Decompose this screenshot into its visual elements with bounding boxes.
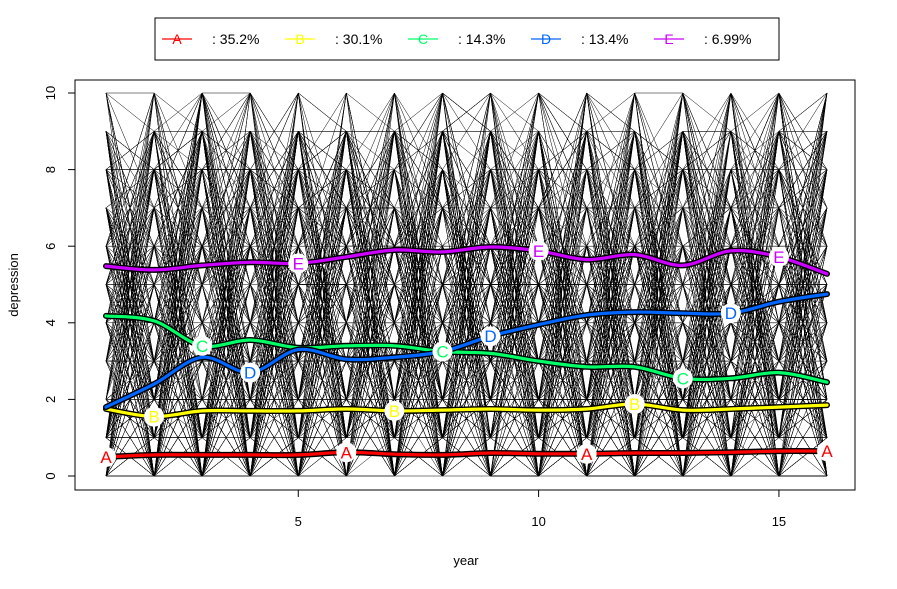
series-e-marker-bg: [288, 253, 309, 274]
y-tick-label: 4: [43, 319, 58, 326]
background-trajectory: [105, 131, 828, 477]
legend: A : 35.2% B : 30.1% C : 14.3% D : 13.4% E : 6.99%: [154, 17, 780, 61]
legend-label-e: : 6.99%: [704, 31, 751, 47]
series-d-marker-bg: [720, 303, 741, 324]
legend-label-a: : 35.2%: [212, 31, 259, 47]
y-axis: 0 2 4 6 8 10: [43, 86, 76, 480]
series-a-line: [104, 449, 829, 459]
cluster-series: [103, 243, 830, 460]
series-d-marker-bg: [240, 362, 261, 383]
series-b-marker: B: [629, 395, 640, 414]
legend-label-c: : 14.3%: [458, 31, 505, 47]
series-e-marker-bg: [528, 240, 549, 261]
background-trajectory: [105, 92, 828, 477]
series-c-marker: C: [196, 337, 208, 356]
series-b-marker-bg: [624, 393, 645, 414]
cluster-markers: A A A A B B B C C C D D D E E E: [96, 240, 837, 467]
series-b-line: [104, 402, 829, 419]
series-a-marker-bg: [336, 442, 357, 463]
series-a-marker: A: [100, 448, 112, 467]
series-c-marker-bg: [432, 341, 453, 362]
y-axis-label: depression: [6, 253, 21, 317]
series-c-marker: C: [677, 369, 689, 388]
series-e-marker: E: [533, 242, 544, 261]
y-tick-label: 8: [43, 166, 58, 173]
series-b-marker-bg: [144, 406, 165, 427]
series-d-marker: D: [725, 304, 737, 323]
legend-key-c: C: [418, 31, 428, 47]
y-tick-label: 6: [43, 243, 58, 250]
legend-key-e: E: [664, 31, 673, 47]
series-e-marker: E: [773, 248, 784, 267]
series-a-marker: A: [581, 445, 593, 464]
x-axis: 5 10 15: [295, 489, 786, 529]
series-c-marker-bg: [672, 368, 693, 389]
x-tick-label: 10: [531, 514, 545, 529]
x-tick-label: 15: [772, 514, 786, 529]
x-axis-label: year: [453, 553, 479, 568]
series-b-marker-bg: [384, 400, 405, 421]
legend-label-d: : 13.4%: [581, 31, 628, 47]
series-a-marker: A: [341, 443, 353, 462]
legend-box: [154, 17, 780, 61]
y-tick-label: 10: [43, 86, 58, 100]
series-d-marker: D: [484, 327, 496, 346]
legend-label-b: : 30.1%: [335, 31, 382, 47]
series-d-marker-bg: [480, 326, 501, 347]
background-trajectories: [105, 92, 828, 477]
series-a-marker: A: [821, 442, 833, 461]
series-a-marker-bg: [576, 443, 597, 464]
series-b-marker: B: [389, 402, 400, 421]
y-tick-label: 0: [43, 472, 58, 479]
series-a-marker-bg: [817, 441, 837, 462]
y-tick-label: 2: [43, 396, 58, 403]
legend-key-b: B: [295, 31, 304, 47]
background-trajectory: [105, 92, 828, 477]
series-c-line: [104, 314, 829, 384]
series-d-marker: D: [244, 364, 256, 383]
background-trajectory: [105, 130, 828, 477]
x-tick-label: 5: [295, 514, 302, 529]
series-b-marker: B: [148, 408, 159, 427]
series-c-marker-bg: [192, 335, 213, 356]
series-d-line: [104, 292, 829, 409]
series-a-marker-bg: [96, 446, 116, 467]
series-e-marker-bg: [768, 246, 789, 267]
series-e-marker: E: [293, 254, 304, 273]
series-e-line: [104, 245, 829, 276]
legend-key-a: A: [172, 31, 182, 47]
series-c-marker: C: [436, 343, 448, 362]
legend-key-d: D: [541, 31, 551, 47]
